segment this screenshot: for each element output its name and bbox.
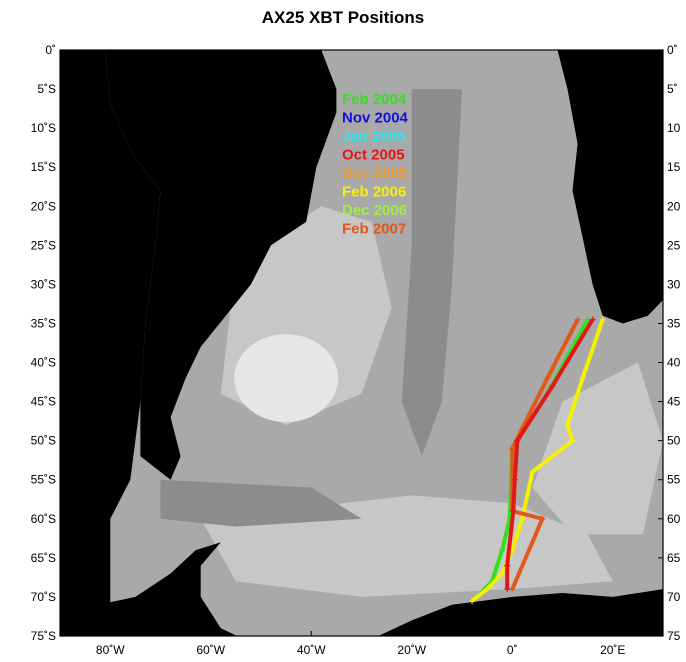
lat-tick-label: 65˚S: [31, 551, 56, 565]
map-title: AX25 XBT Positions: [261, 8, 425, 27]
lat-tick-label-right: 0˚: [667, 43, 678, 57]
xbt-marker: [579, 375, 586, 382]
xbt-marker: [574, 316, 581, 323]
lat-tick-label-right: 35: [667, 316, 681, 330]
xbt-marker: [504, 562, 511, 569]
xbt-track-layer: [469, 316, 606, 604]
xbt-marker: [589, 316, 596, 323]
lat-tick-label-right: 45: [667, 395, 681, 409]
pacific-margin-land: [60, 50, 161, 636]
xbt-track: [470, 318, 605, 603]
xbt-marker: [510, 507, 517, 514]
legend-entry: Feb 2004: [342, 91, 407, 108]
africa: [557, 50, 663, 324]
xbt-marker: [469, 597, 476, 604]
lon-tick-label: 40˚W: [297, 643, 326, 657]
xbt-marker: [584, 316, 591, 323]
agulhas-basin: [532, 362, 663, 535]
xbt-marker: [509, 586, 516, 593]
lon-tick-label: 20˚E: [600, 643, 625, 657]
lon-tick-label: 80˚W: [96, 643, 125, 657]
xbt-marker: [519, 515, 526, 522]
xbt-marker: [599, 316, 606, 323]
xbt-marker: [484, 586, 491, 593]
lat-tick-label-right: 65: [667, 551, 681, 565]
lat-tick-label-right: 25: [667, 238, 681, 252]
xbt-marker: [549, 382, 556, 389]
axis-ticks: 0˚ 0˚ 5˚S 5˚ 10˚S 10 15˚S 15 20˚S 20 25˚S 25 30˚S 30 3…: [31, 43, 681, 657]
scotia-ridge: [160, 479, 362, 527]
xbt-marker: [499, 570, 506, 577]
mid-atlantic-ridge: [401, 89, 462, 457]
lon-tick-label: 60˚W: [196, 643, 225, 657]
lat-tick-label: 25˚S: [31, 238, 56, 252]
lat-tick-label: 45˚S: [31, 395, 56, 409]
xbt-marker: [514, 437, 521, 444]
lat-tick-label-right: 75: [667, 629, 681, 643]
legend-entry: Feb 2007: [342, 221, 406, 238]
lat-tick-label: 50˚S: [31, 434, 56, 448]
lat-tick-label: 35˚S: [31, 316, 56, 330]
lat-tick-label: 75˚S: [31, 629, 56, 643]
xbt-marker: [499, 547, 506, 554]
lat-tick-label: 40˚S: [31, 356, 56, 370]
argentine-basin-light: [234, 334, 339, 423]
lat-tick-label-right: 40: [667, 356, 681, 370]
lat-tick-label-right: 15: [667, 160, 681, 174]
lat-tick-label: 10˚S: [31, 121, 56, 135]
xbt-marker: [504, 586, 511, 593]
lat-tick-label: 60˚S: [31, 512, 56, 526]
lat-tick-label: 70˚S: [31, 590, 56, 604]
lat-tick-label: 15˚S: [31, 160, 56, 174]
xbt-marker: [511, 476, 518, 483]
legend-entry: Dec 2005: [342, 165, 407, 182]
lat-tick-label: 20˚S: [31, 199, 56, 213]
lon-tick-label: 0˚: [507, 643, 518, 657]
lat-tick-label-right: 70: [667, 590, 681, 604]
lat-tick-label-right: 60: [667, 512, 681, 526]
lon-tick-label: 20˚W: [397, 643, 426, 657]
legend-entry: Oct 2005: [342, 147, 405, 164]
lat-tick-label-right: 55: [667, 473, 681, 487]
xbt-marker: [509, 445, 516, 452]
map-frame: [59, 49, 664, 637]
xbt-marker: [539, 515, 546, 522]
south-america: [105, 50, 337, 480]
lat-tick-label-right: 30: [667, 277, 681, 291]
legend-entry: Nov 2004: [342, 110, 409, 127]
lat-tick-label: 30˚S: [31, 277, 56, 291]
antarctica: [60, 542, 663, 636]
lat-tick-label: 55˚S: [31, 473, 56, 487]
xbt-marker: [529, 468, 536, 475]
lat-tick-label-right: 20: [667, 199, 681, 213]
lat-tick-label-right: 50: [667, 434, 681, 448]
lat-tick-label-right: 5˚: [667, 82, 678, 96]
lat-tick-label: 5˚S: [37, 82, 56, 96]
legend-entry: Jan 2005: [342, 128, 405, 145]
lat-tick-label-right: 10: [667, 121, 681, 135]
xbt-marker: [544, 375, 551, 382]
legend-entry: Dec 2006: [342, 202, 407, 219]
legend-entry: Feb 2006: [342, 184, 406, 201]
xbt-marker: [569, 437, 576, 444]
lat-tick-label: 0˚: [45, 43, 56, 57]
xbt-marker: [564, 422, 571, 429]
